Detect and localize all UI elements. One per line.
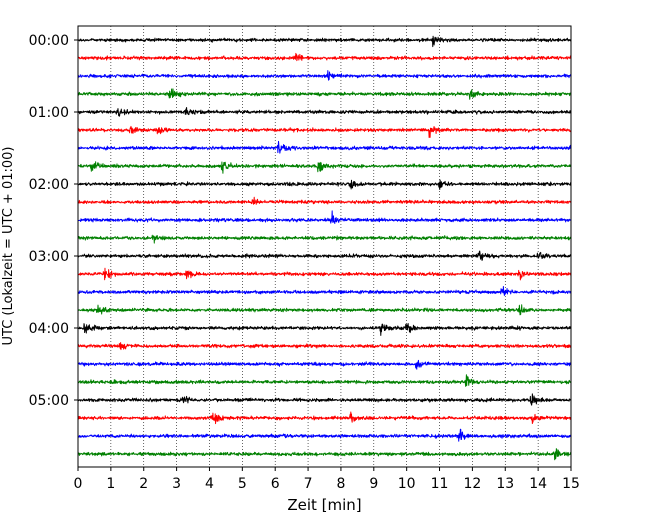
- trace-0230: [77, 210, 572, 224]
- trace-0130: [77, 140, 572, 154]
- plot-frame: [77, 25, 572, 468]
- trace-0345: [77, 304, 572, 316]
- trace-0515: [77, 411, 572, 425]
- trace-0300: [77, 250, 572, 261]
- x-tick-label: 13: [496, 476, 514, 492]
- x-tick-label: 9: [369, 476, 378, 492]
- trace-0400: [77, 322, 572, 336]
- trace-0200: [77, 179, 572, 191]
- y-tick-label: 03:00: [29, 249, 69, 265]
- x-tick-label: 7: [304, 476, 313, 492]
- trace-0145: [77, 161, 572, 174]
- trace-0530: [77, 428, 572, 442]
- trace-0415: [77, 342, 572, 351]
- trace-0315: [77, 267, 572, 281]
- x-tick-label: 11: [431, 476, 449, 492]
- x-tick-label: 0: [74, 476, 83, 492]
- x-tick-label: 5: [238, 476, 247, 492]
- trace-0215: [77, 196, 572, 205]
- x-tick-label: 1: [106, 476, 115, 492]
- x-tick-label: 12: [463, 476, 481, 492]
- trace-0500: [77, 393, 572, 406]
- y-tick-label: 05:00: [29, 393, 69, 409]
- y-tick-label: 01:00: [29, 105, 69, 121]
- x-tick-label: 10: [398, 476, 416, 492]
- trace-0430: [77, 359, 572, 370]
- x-tick-label: 4: [205, 476, 214, 492]
- trace-0115: [77, 125, 572, 138]
- y-axis-ticks: 00:00 01:00 02:00 03:00 04:00 05:00: [29, 33, 78, 409]
- trace-0545: [77, 448, 572, 461]
- x-tick-label: 15: [562, 476, 580, 492]
- trace-0100: [77, 107, 572, 117]
- x-tick-label: 8: [336, 476, 345, 492]
- x-tick-label: 6: [271, 476, 280, 492]
- x-tick-label: 2: [139, 476, 148, 492]
- trace-0445: [77, 374, 572, 387]
- y-axis-label: UTC (Lokalzeit = UTC + 01:00): [1, 147, 16, 346]
- trace-0030: [77, 70, 572, 81]
- trace-0245: [77, 234, 572, 244]
- x-axis-ticks: 0 1 2 3 4 5 6 7 8 9 10 11 12 13 14 15: [74, 467, 580, 492]
- y-tick-label: 04:00: [29, 321, 69, 337]
- trace-0000: [77, 35, 572, 48]
- trace-0045: [77, 88, 572, 100]
- trace-0015: [77, 52, 572, 62]
- seismogram-traces: [77, 35, 572, 461]
- trace-0330: [77, 285, 572, 296]
- x-tick-label: 14: [529, 476, 547, 492]
- y-tick-label: 02:00: [29, 177, 69, 193]
- y-tick-label: 00:00: [29, 33, 69, 49]
- x-tick-label: 3: [172, 476, 181, 492]
- x-axis-label: Zeit [min]: [287, 496, 361, 514]
